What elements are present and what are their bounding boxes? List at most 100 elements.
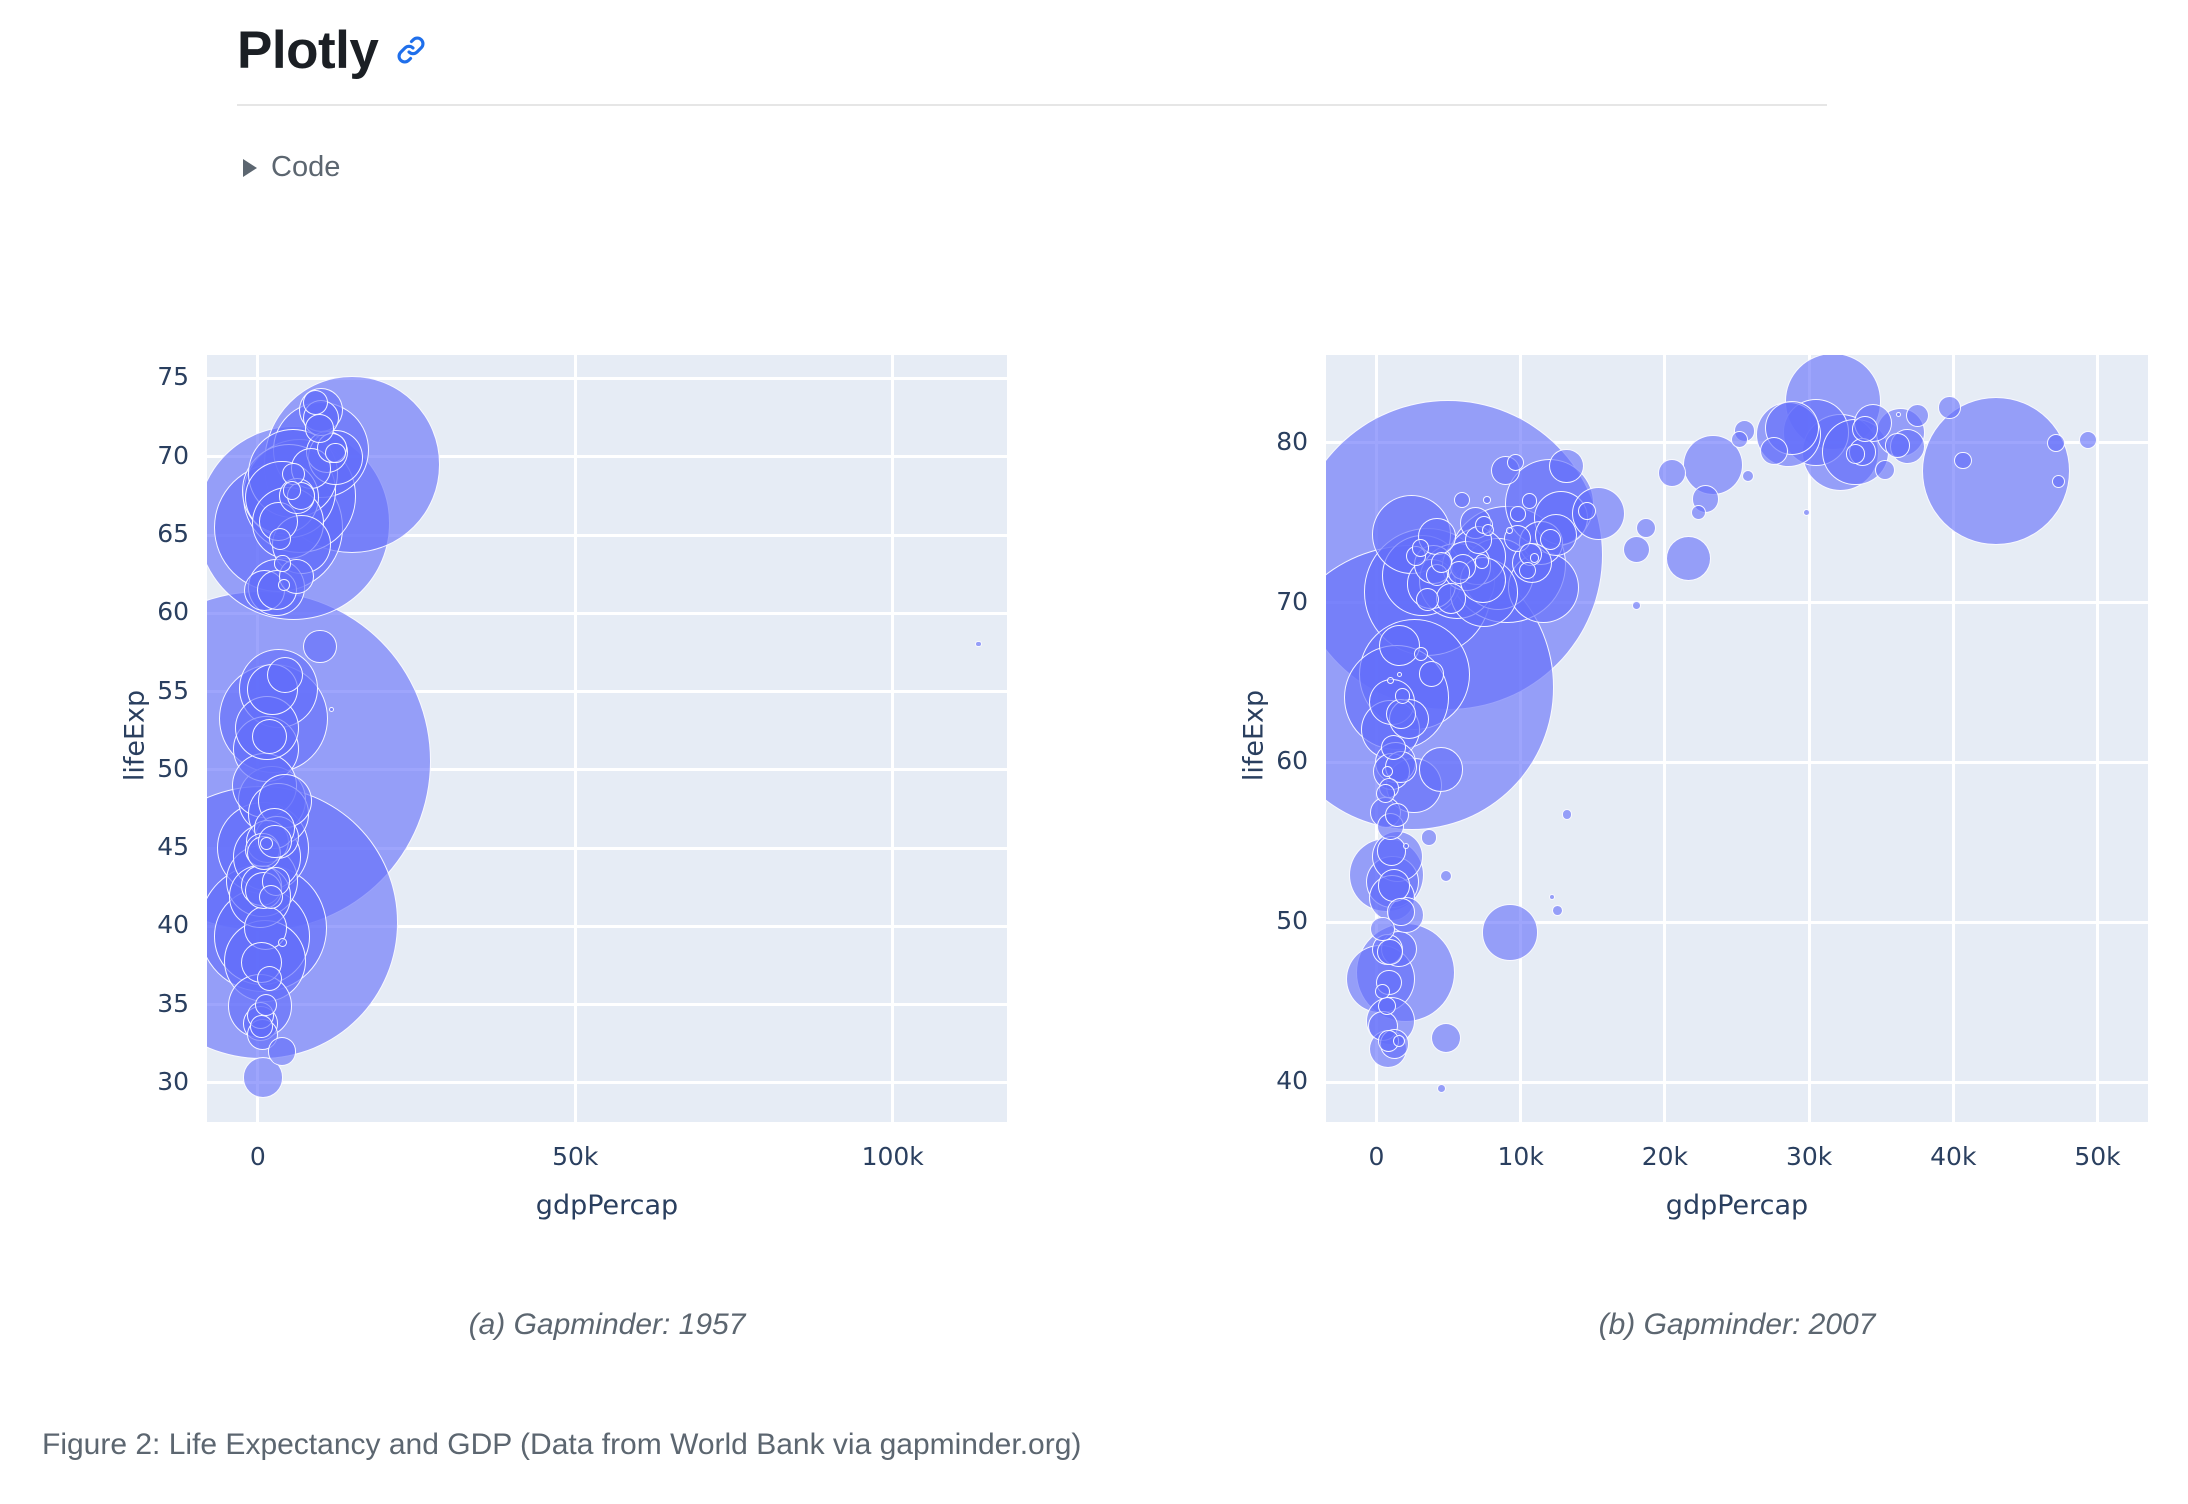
data-point-bubble[interactable] (1578, 501, 1597, 520)
data-point-bubble[interactable] (302, 390, 328, 416)
data-point-bubble[interactable] (1802, 508, 1810, 517)
data-point-bubble[interactable] (1370, 916, 1396, 942)
data-point-bubble[interactable] (1552, 905, 1564, 917)
data-point-bubble[interactable] (305, 414, 334, 443)
data-point-bubble[interactable] (254, 993, 277, 1017)
data-point-bubble[interactable] (2079, 430, 2098, 449)
gridline-vertical (1807, 355, 1811, 1122)
data-point-bubble[interactable] (1742, 469, 1755, 482)
data-point-bubble[interactable] (1437, 1083, 1447, 1093)
data-point-bubble[interactable] (1631, 601, 1641, 610)
data-point-bubble[interactable] (259, 884, 284, 909)
link-icon[interactable] (394, 33, 428, 67)
code-label: Code (271, 151, 341, 183)
data-point-bubble[interactable] (277, 937, 287, 947)
data-point-bubble[interactable] (1378, 625, 1421, 667)
data-point-bubble[interactable] (1393, 1034, 1406, 1047)
data-point-bubble[interactable] (1506, 453, 1525, 472)
data-point-bubble[interactable] (1561, 809, 1573, 820)
data-point-bubble[interactable] (1377, 869, 1411, 902)
data-point-bubble[interactable] (2047, 434, 2066, 453)
data-point-bubble[interactable] (1411, 539, 1429, 557)
data-point-bubble[interactable] (1381, 765, 1393, 777)
data-point-bubble[interactable] (1374, 983, 1391, 999)
gridline-horizontal (207, 533, 1007, 537)
data-point-bubble[interactable] (1548, 893, 1555, 901)
data-point-bubble[interactable] (329, 707, 335, 713)
data-point-bubble[interactable] (1731, 431, 1749, 449)
data-point-bubble[interactable] (1885, 433, 1910, 458)
data-point-bubble[interactable] (1759, 437, 1788, 466)
data-point-bubble[interactable] (1418, 660, 1445, 687)
data-point-bubble[interactable] (1447, 561, 1471, 584)
data-point-bubble[interactable] (1420, 828, 1438, 846)
data-point-bubble[interactable] (282, 481, 302, 500)
data-point-bubble[interactable] (1851, 415, 1878, 442)
data-point-bubble[interactable] (1539, 529, 1561, 551)
data-point-bubble[interactable] (1895, 412, 1901, 418)
data-point-bubble[interactable] (1954, 451, 1972, 470)
data-point-bubble[interactable] (1376, 938, 1403, 965)
gridline-horizontal (207, 455, 1007, 459)
y-axis-title-b: lifeExp (1238, 689, 1270, 782)
data-point-bubble[interactable] (1521, 492, 1538, 509)
data-point-bubble[interactable] (1905, 403, 1930, 428)
data-point-bubble[interactable] (268, 527, 291, 551)
code-disclosure[interactable]: Code (243, 151, 340, 184)
data-point-bubble[interactable] (1666, 535, 1712, 581)
data-point-bubble[interactable] (1413, 646, 1429, 662)
data-point-bubble[interactable] (1385, 802, 1410, 827)
data-point-bubble[interactable] (1403, 842, 1410, 849)
data-point-bubble[interactable] (277, 579, 290, 591)
data-point-bubble[interactable] (1622, 535, 1650, 563)
data-point-bubble[interactable] (256, 965, 283, 992)
data-point-bubble[interactable] (1430, 1023, 1461, 1054)
data-point-bubble[interactable] (1481, 904, 1539, 962)
data-point-bubble[interactable] (1635, 518, 1656, 539)
data-point-bubble[interactable] (1376, 784, 1396, 804)
data-point-bubble[interactable] (267, 1037, 297, 1067)
plot-area-b[interactable] (1326, 355, 2148, 1122)
y-axis-title-a: lifeExp (119, 689, 151, 782)
data-point-bubble[interactable] (1481, 524, 1494, 537)
data-point-bubble[interactable] (267, 656, 304, 693)
plot-area-a[interactable] (207, 355, 1007, 1122)
data-point-bubble[interactable] (1431, 551, 1453, 573)
data-point-bubble[interactable] (1415, 587, 1440, 612)
data-point-bubble[interactable] (250, 1014, 273, 1038)
data-point-bubble[interactable] (1483, 495, 1491, 504)
data-point-bubble[interactable] (1377, 997, 1396, 1016)
data-point-bubble[interactable] (1658, 459, 1687, 488)
data-point-bubble[interactable] (1690, 504, 1706, 521)
gridline-horizontal (207, 376, 1007, 380)
data-point-bubble[interactable] (1518, 562, 1536, 580)
data-point-bubble[interactable] (1474, 554, 1490, 569)
data-point-bubble[interactable] (303, 629, 337, 663)
data-point-bubble[interactable] (1506, 526, 1514, 534)
x-tick-label: 30k (1785, 1142, 1833, 1171)
data-point-bubble[interactable] (1439, 869, 1452, 882)
data-point-bubble[interactable] (1376, 836, 1407, 866)
data-point-bubble[interactable] (1875, 459, 1896, 480)
data-point-bubble[interactable] (1394, 688, 1411, 704)
data-point-bubble[interactable] (1465, 526, 1493, 554)
data-point-bubble[interactable] (251, 719, 287, 755)
data-point-bubble[interactable] (1381, 735, 1407, 761)
data-point-bubble[interactable] (1436, 583, 1467, 614)
data-point-bubble[interactable] (1510, 506, 1526, 522)
data-point-bubble[interactable] (1845, 444, 1866, 464)
data-point-bubble[interactable] (325, 442, 346, 463)
subfigure-b: 40 50 60 70 80 0 10k 20k 30k 40k 50k lifeExp gdpPe… (1094, 0, 2188, 1400)
data-point-bubble[interactable] (975, 641, 982, 648)
data-point-bubble[interactable] (1549, 448, 1584, 484)
data-point-bubble[interactable] (1397, 671, 1403, 677)
data-point-bubble[interactable] (259, 836, 274, 851)
data-point-bubble[interactable] (1938, 396, 1961, 419)
data-point-bubble[interactable] (1453, 491, 1471, 509)
data-point-bubble[interactable] (1529, 553, 1540, 563)
data-point-bubble[interactable] (274, 555, 291, 572)
data-point-bubble[interactable] (2051, 474, 2066, 489)
data-point-bubble[interactable] (1418, 747, 1464, 793)
data-point-bubble[interactable] (1921, 396, 2070, 546)
data-point-bubble[interactable] (1387, 676, 1395, 684)
